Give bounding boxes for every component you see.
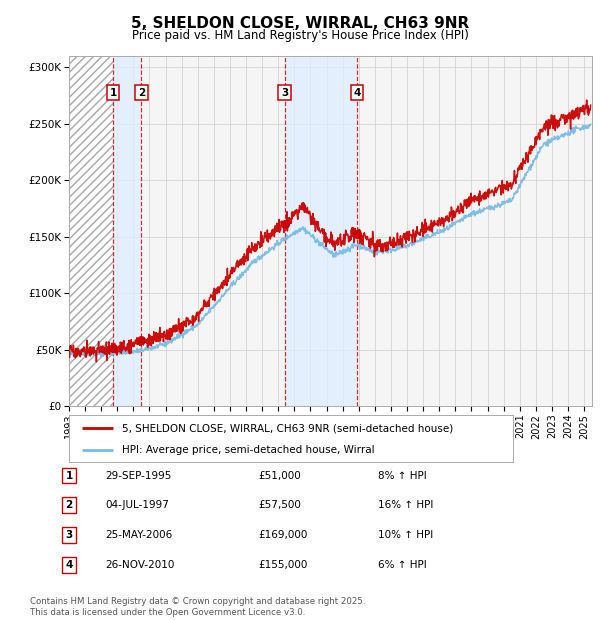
Text: Contains HM Land Registry data © Crown copyright and database right 2025.
This d: Contains HM Land Registry data © Crown c… bbox=[30, 598, 365, 617]
Text: 1: 1 bbox=[65, 471, 73, 480]
Bar bbox=[69, 56, 113, 406]
Bar bbox=[285, 56, 357, 406]
Text: 5, SHELDON CLOSE, WIRRAL, CH63 9NR: 5, SHELDON CLOSE, WIRRAL, CH63 9NR bbox=[131, 16, 469, 30]
Bar bbox=[113, 56, 142, 406]
Text: 3: 3 bbox=[281, 87, 289, 97]
Text: 25-MAY-2006: 25-MAY-2006 bbox=[105, 530, 172, 540]
Text: 10% ↑ HPI: 10% ↑ HPI bbox=[378, 530, 433, 540]
Text: 29-SEP-1995: 29-SEP-1995 bbox=[105, 471, 172, 480]
Text: 04-JUL-1997: 04-JUL-1997 bbox=[105, 500, 169, 510]
Text: 4: 4 bbox=[353, 87, 361, 97]
Text: 16% ↑ HPI: 16% ↑ HPI bbox=[378, 500, 433, 510]
Text: 3: 3 bbox=[65, 530, 73, 540]
Text: 2: 2 bbox=[65, 500, 73, 510]
Text: 5, SHELDON CLOSE, WIRRAL, CH63 9NR (semi-detached house): 5, SHELDON CLOSE, WIRRAL, CH63 9NR (semi… bbox=[122, 423, 454, 433]
Text: 2: 2 bbox=[138, 87, 145, 97]
Text: £155,000: £155,000 bbox=[258, 560, 307, 570]
Text: 26-NOV-2010: 26-NOV-2010 bbox=[105, 560, 175, 570]
Text: 8% ↑ HPI: 8% ↑ HPI bbox=[378, 471, 427, 480]
Text: £57,500: £57,500 bbox=[258, 500, 301, 510]
Text: 6% ↑ HPI: 6% ↑ HPI bbox=[378, 560, 427, 570]
Text: Price paid vs. HM Land Registry's House Price Index (HPI): Price paid vs. HM Land Registry's House … bbox=[131, 29, 469, 42]
Text: 1: 1 bbox=[110, 87, 117, 97]
Text: £169,000: £169,000 bbox=[258, 530, 307, 540]
Text: £51,000: £51,000 bbox=[258, 471, 301, 480]
Text: 4: 4 bbox=[65, 560, 73, 570]
Text: HPI: Average price, semi-detached house, Wirral: HPI: Average price, semi-detached house,… bbox=[122, 445, 375, 455]
